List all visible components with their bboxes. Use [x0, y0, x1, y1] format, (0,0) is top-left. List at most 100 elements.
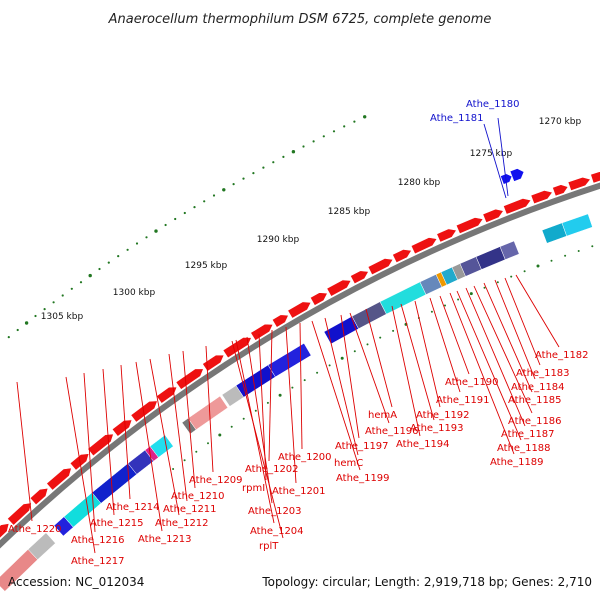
forward-gene-feature	[410, 237, 438, 255]
forward-gene-feature	[175, 368, 204, 390]
leader-line	[65, 376, 96, 554]
gene-label: Athe_1199	[336, 473, 390, 484]
gene-label: rplT	[259, 541, 279, 552]
forward-gene-feature	[130, 400, 158, 423]
scale-tick	[282, 155, 285, 158]
gene-label: Athe_1193	[410, 423, 464, 434]
forward-gene-feature	[392, 249, 412, 264]
gene-block	[475, 246, 506, 270]
inner-scale-tick	[430, 310, 433, 313]
inner-scale-tick	[444, 304, 446, 307]
leader-line	[231, 340, 284, 539]
inner-scale-tick	[242, 417, 245, 420]
leader-line	[497, 117, 509, 197]
inner-scale-tick	[392, 329, 395, 332]
scale-tick	[302, 145, 305, 148]
scale-tick	[353, 120, 356, 123]
gene-label: rpmI	[242, 483, 265, 494]
gene-label: Athe_1203	[248, 506, 302, 517]
forward-gene-feature	[552, 184, 569, 197]
scale-tick	[43, 308, 46, 311]
scale-tick-major	[291, 150, 296, 154]
gene-label: Athe_1204	[250, 526, 304, 537]
gene-label: Athe_1184	[511, 382, 565, 393]
inner-scale-tick	[483, 286, 486, 289]
scale-label: 1305 kbp	[41, 312, 84, 322]
gene-label: Athe_1186	[508, 416, 562, 427]
leader-line	[483, 123, 507, 199]
inner-scale-tick	[207, 442, 209, 445]
scale-tick	[7, 336, 10, 339]
inner-scale-tick	[303, 379, 306, 382]
leader-line	[504, 277, 541, 366]
gene-label: Athe_1209	[189, 475, 243, 486]
forward-gene-feature	[87, 433, 114, 457]
scale-tick	[135, 242, 139, 245]
forward-gene-feature	[326, 279, 352, 297]
inner-scale-tick	[183, 459, 186, 462]
scale-tick	[232, 183, 235, 186]
forward-gene-feature	[29, 487, 49, 506]
forward-gene-feature	[503, 198, 532, 215]
leader-line	[246, 336, 273, 504]
inner-scale-tick	[536, 264, 540, 268]
forward-gene-feature	[6, 502, 32, 526]
gene-label: Athe_1185	[508, 395, 562, 406]
inner-scale-tick	[195, 450, 198, 453]
forward-gene-feature	[46, 467, 72, 491]
gene-block	[149, 434, 174, 458]
leader-line	[340, 314, 360, 439]
gene-label: Athe_1200	[278, 452, 332, 463]
inner-scale-tick	[550, 259, 553, 262]
leader-line	[149, 358, 180, 516]
leader-line	[483, 282, 533, 393]
leader-line	[182, 350, 196, 489]
leader-line	[465, 287, 526, 427]
inner-scale-tick	[469, 292, 473, 296]
scale-tick	[332, 130, 336, 133]
inner-scale-tick	[278, 393, 282, 397]
scale-tick-major	[154, 229, 158, 233]
scale-label: 1270 kbp	[539, 117, 582, 127]
scale-label: 1300 kbp	[113, 288, 156, 298]
gene-label: Athe_1197	[335, 441, 389, 452]
scale-tick	[242, 177, 245, 180]
scale-tick	[174, 217, 177, 221]
gene-label: Athe_1190	[445, 377, 499, 388]
scale-tick	[164, 223, 167, 227]
gene-label: Athe_1213	[138, 534, 192, 545]
scale-tick	[212, 194, 216, 197]
leader-line	[391, 305, 421, 437]
inner-scale-tick	[379, 336, 382, 339]
forward-gene-feature	[0, 523, 10, 539]
leader-line	[349, 312, 390, 424]
inner-scale-tick	[172, 468, 175, 470]
forward-gene-feature	[590, 171, 600, 184]
forward-gene-feature	[250, 323, 274, 341]
leader-line	[449, 292, 515, 455]
label-leader-lines	[16, 117, 560, 554]
gene-block	[187, 395, 229, 431]
inner-scale-tick	[328, 364, 331, 367]
scale-tick	[252, 172, 255, 175]
scale-tick	[70, 287, 73, 290]
inner-scale-tick	[291, 386, 294, 389]
scale-tick	[312, 140, 315, 143]
gene-label: Athe_1201	[272, 486, 326, 497]
reverse-gene-feature	[509, 168, 525, 182]
leader-line	[16, 381, 33, 522]
leader-line	[311, 320, 361, 471]
forward-gene-feature	[567, 176, 592, 191]
inner-scale-tick	[218, 433, 222, 437]
inner-scale-tick	[523, 270, 526, 273]
forward-gene-feature	[482, 208, 505, 223]
gene-label: Athe_1192	[416, 410, 470, 421]
leader-line	[456, 290, 522, 441]
leader-line	[299, 322, 303, 450]
leader-line	[515, 274, 560, 348]
gene-label: Athe_1188	[497, 443, 551, 454]
scale-label: 1285 kbp	[328, 207, 371, 217]
inner-scale-tick	[353, 350, 356, 353]
